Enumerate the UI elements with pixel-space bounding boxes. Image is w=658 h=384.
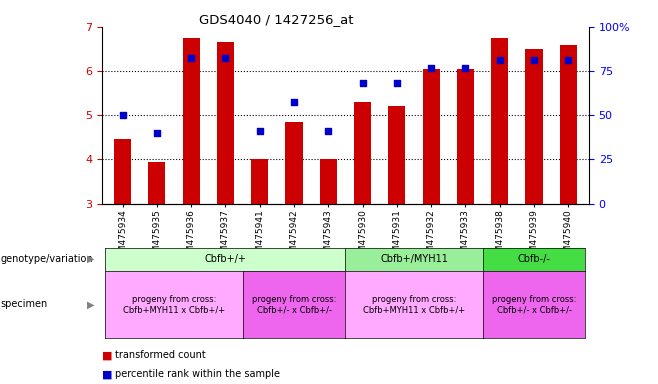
Bar (251, 159, 268, 204)
Point (186, 55, 196, 61)
Bar (182, 38, 200, 204)
Text: progeny from cross:
Cbfb+/- x Cbfb+/-: progeny from cross: Cbfb+/- x Cbfb+/- (492, 295, 576, 314)
Bar (560, 45, 577, 204)
Bar (354, 102, 371, 204)
Bar (491, 38, 509, 204)
Point (151, 130, 162, 136)
Bar (422, 69, 440, 204)
Point (255, 127, 265, 134)
Text: transformed count: transformed count (115, 350, 206, 360)
Point (529, 57, 540, 63)
Bar (217, 42, 234, 204)
Text: ▶: ▶ (87, 254, 95, 264)
Text: Cbfb+/MYH11: Cbfb+/MYH11 (380, 254, 448, 264)
Point (392, 80, 402, 86)
Text: progeny from cross:
Cbfb+MYH11 x Cbfb+/+: progeny from cross: Cbfb+MYH11 x Cbfb+/+ (123, 295, 225, 314)
Text: Cbfb-/-: Cbfb-/- (518, 254, 551, 264)
Point (323, 127, 334, 134)
Point (289, 99, 299, 105)
Point (357, 80, 368, 86)
Bar (286, 122, 303, 204)
Text: specimen: specimen (1, 299, 48, 310)
Bar (114, 139, 131, 204)
Text: GDS4040 / 1427256_at: GDS4040 / 1427256_at (199, 13, 353, 26)
Point (426, 65, 436, 71)
Bar (526, 49, 543, 204)
Text: ▶: ▶ (87, 299, 95, 310)
Bar (388, 106, 405, 204)
Text: Cbfb+/+: Cbfb+/+ (205, 254, 246, 264)
Point (495, 57, 505, 63)
Point (117, 112, 128, 118)
Point (220, 55, 231, 61)
Text: genotype/variation: genotype/variation (1, 254, 93, 264)
Text: progeny from cross:
Cbfb+MYH11 x Cbfb+/+: progeny from cross: Cbfb+MYH11 x Cbfb+/+ (363, 295, 465, 314)
Text: percentile rank within the sample: percentile rank within the sample (115, 369, 280, 379)
Point (563, 57, 574, 63)
Bar (148, 162, 165, 204)
Bar (320, 159, 337, 204)
Bar (457, 69, 474, 204)
Point (460, 65, 470, 71)
Text: ■: ■ (102, 350, 113, 360)
Text: progeny from cross:
Cbfb+/- x Cbfb+/-: progeny from cross: Cbfb+/- x Cbfb+/- (252, 295, 336, 314)
Text: ■: ■ (102, 369, 113, 379)
